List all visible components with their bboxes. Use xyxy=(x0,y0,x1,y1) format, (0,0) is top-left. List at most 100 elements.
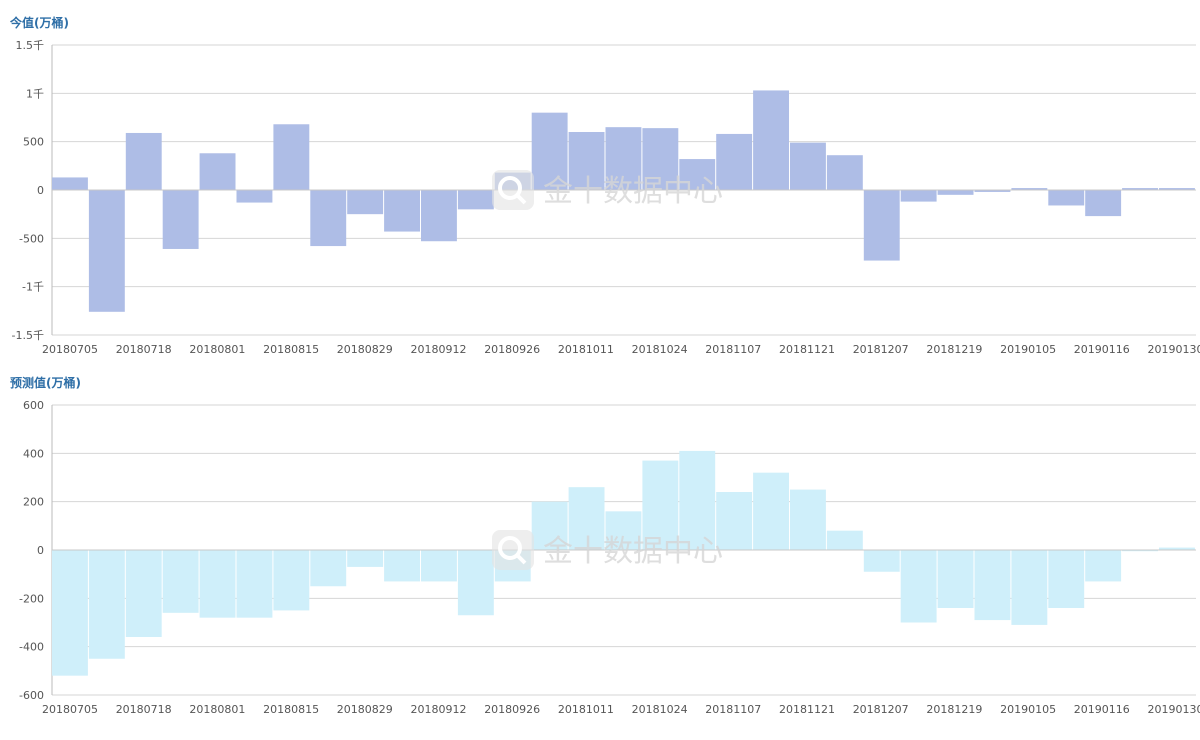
bottom-bar xyxy=(457,550,494,616)
bottom-bar xyxy=(384,550,420,582)
top-x-tick-label: 20180912 xyxy=(411,343,467,356)
watermark-logo-icon xyxy=(492,170,534,210)
bottom-bar xyxy=(199,550,236,618)
top-bar xyxy=(1011,188,1048,190)
top-bar xyxy=(900,190,937,202)
top-x-tick-label: 20181011 xyxy=(558,343,614,356)
top-bar xyxy=(125,132,162,190)
bottom-bar xyxy=(753,472,789,550)
bottom-bar xyxy=(236,550,273,618)
top-bar xyxy=(236,190,273,203)
bottom-x-tick-label: 20181011 xyxy=(558,703,614,716)
bottom-bar xyxy=(1122,550,1158,552)
top-bar xyxy=(421,190,457,242)
top-x-tick-label: 20180829 xyxy=(337,343,393,356)
watermark-logo-icon xyxy=(492,530,534,570)
top-bar xyxy=(457,190,494,210)
bottom-bar xyxy=(531,501,568,550)
top-bar xyxy=(1085,190,1122,217)
top-x-tick-label: 20180801 xyxy=(189,343,245,356)
bottom-bar xyxy=(125,550,162,637)
bottom-bar xyxy=(421,550,457,582)
top-x-tick-label: 20181207 xyxy=(853,343,909,356)
bottom-bar xyxy=(900,550,937,623)
top-bar xyxy=(568,132,605,190)
bottom-x-tick-label: 20181207 xyxy=(853,703,909,716)
bottom-bar xyxy=(974,550,1011,621)
bottom-bar xyxy=(162,550,199,613)
top-y-tick-label: -500 xyxy=(19,232,44,245)
bottom-x-tick-label: 20190116 xyxy=(1074,703,1130,716)
bottom-y-tick-label: 0 xyxy=(37,544,44,557)
bottom-bar xyxy=(937,550,974,608)
top-bar xyxy=(531,112,568,190)
top-bar xyxy=(716,133,753,190)
top-x-tick-label: 20180926 xyxy=(484,343,540,356)
top-x-tick-label: 20190130 xyxy=(1148,343,1200,356)
top-bar xyxy=(863,190,900,261)
top-y-tick-label: -1.5千 xyxy=(12,329,44,342)
top-bar xyxy=(937,190,974,195)
top-bar xyxy=(826,155,863,190)
top-x-tick-label: 20181107 xyxy=(705,343,761,356)
bottom-x-tick-label: 20180718 xyxy=(116,703,172,716)
bottom-x-tick-label: 20180926 xyxy=(484,703,540,716)
bottom-y-tick-label: 600 xyxy=(23,399,44,412)
top-bar xyxy=(384,190,420,232)
bottom-x-tick-label: 20190105 xyxy=(1000,703,1056,716)
top-chart-title: 今值(万桶) xyxy=(10,16,69,30)
bottom-bar xyxy=(716,492,753,550)
bottom-y-tick-label: -200 xyxy=(19,592,44,605)
top-bar xyxy=(642,128,679,190)
top-bar xyxy=(974,190,1011,192)
top-bar xyxy=(310,190,347,247)
top-y-tick-label: 1千 xyxy=(26,87,44,100)
bottom-bar xyxy=(1011,550,1048,625)
top-y-tick-label: 0 xyxy=(37,184,44,197)
bottom-x-tick-label: 20180912 xyxy=(411,703,467,716)
bottom-bar xyxy=(826,530,863,550)
top-x-tick-label: 20190116 xyxy=(1074,343,1130,356)
top-bar xyxy=(347,190,384,215)
bottom-bar xyxy=(1048,550,1085,608)
top-bar xyxy=(273,124,310,190)
top-bar xyxy=(1122,188,1158,190)
bottom-y-tick-label: -600 xyxy=(19,689,44,702)
top-y-tick-label: 1.5千 xyxy=(16,39,45,52)
bottom-x-tick-label: 20180829 xyxy=(337,703,393,716)
top-bar xyxy=(1159,188,1195,190)
watermark-text: 金十数据中心 xyxy=(543,174,723,209)
bottom-chart-title: 预测值(万桶) xyxy=(10,376,81,390)
top-x-tick-label: 20180705 xyxy=(42,343,98,356)
watermark-text: 金十数据中心 xyxy=(543,534,723,569)
bottom-bar xyxy=(863,550,900,572)
bottom-y-tick-label: -400 xyxy=(19,641,44,654)
top-x-tick-label: 20190105 xyxy=(1000,343,1056,356)
bottom-bar xyxy=(310,550,347,587)
bottom-x-tick-label: 20181107 xyxy=(705,703,761,716)
top-bar xyxy=(88,190,125,312)
top-y-tick-label: -1千 xyxy=(22,281,44,294)
bottom-bar xyxy=(347,550,384,567)
top-x-tick-label: 20181024 xyxy=(632,343,688,356)
top-bar xyxy=(679,159,716,190)
bottom-bar xyxy=(568,487,605,550)
bottom-bar xyxy=(1159,547,1195,550)
top-x-tick-label: 20180718 xyxy=(116,343,172,356)
bottom-x-tick-label: 20181024 xyxy=(632,703,688,716)
bottom-y-tick-label: 400 xyxy=(23,447,44,460)
bottom-x-tick-label: 20181121 xyxy=(779,703,835,716)
top-x-tick-label: 20180815 xyxy=(263,343,319,356)
bottom-bar xyxy=(1085,550,1122,582)
bottom-bar xyxy=(52,550,88,676)
bottom-x-tick-label: 20180705 xyxy=(42,703,98,716)
top-bar xyxy=(753,90,789,190)
top-bar xyxy=(790,142,826,190)
top-bar xyxy=(162,190,199,249)
top-bar xyxy=(52,177,88,190)
bottom-bar xyxy=(273,550,310,611)
top-x-tick-label: 20181121 xyxy=(779,343,835,356)
bottom-bar xyxy=(642,460,679,550)
bottom-x-tick-label: 20190130 xyxy=(1148,703,1200,716)
